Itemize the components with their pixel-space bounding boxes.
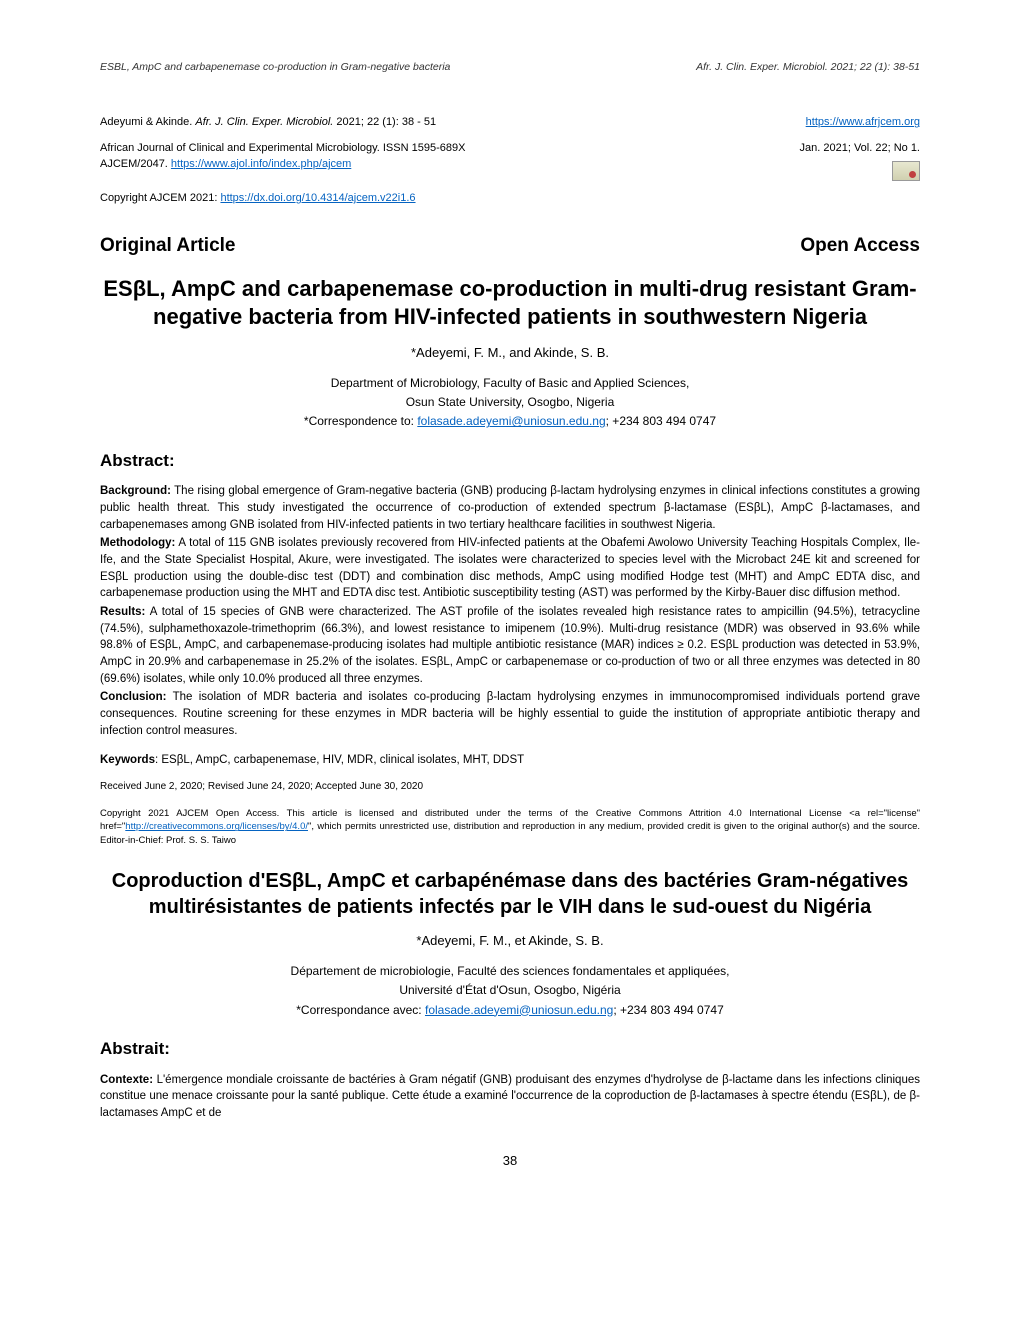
ajol-link[interactable]: https://www.ajol.info/index.php/ajcem bbox=[171, 158, 351, 170]
affiliation-line1: Department of Microbiology, Faculty of B… bbox=[100, 375, 920, 392]
methodology-text: A total of 115 GNB isolates previously r… bbox=[100, 537, 920, 599]
background-label: Background: bbox=[100, 485, 171, 497]
correspondence-label: *Correspondence to: bbox=[304, 414, 417, 428]
fr-correspondence-label: *Correspondance avec: bbox=[296, 1003, 425, 1017]
correspondence-phone: ; +234 803 494 0747 bbox=[606, 414, 716, 428]
keywords-line: Keywords: ESβL, AmpC, carbapenemase, HIV… bbox=[100, 752, 920, 769]
fr-correspondence-email-link[interactable]: folasade.adeyemi@uniosun.edu.ng bbox=[425, 1003, 613, 1017]
article-type-row: Original Article Open Access bbox=[100, 232, 920, 260]
abstract-background: Background: The rising global emergence … bbox=[100, 483, 920, 533]
french-contexte: Contexte: L'émergence mondiale croissant… bbox=[100, 1072, 920, 1122]
fr-contexte-label: Contexte: bbox=[100, 1074, 153, 1086]
french-authors: *Adeyemi, F. M., et Akinde, S. B. bbox=[100, 932, 920, 951]
keywords-text: : ESβL, AmpC, carbapenemase, HIV, MDR, c… bbox=[155, 754, 524, 766]
ajcem-id: AJCEM/2047. bbox=[100, 158, 171, 170]
header-right: Afr. J. Clin. Exper. Microbiol. 2021; 22… bbox=[696, 60, 920, 75]
results-label: Results: bbox=[100, 606, 145, 618]
conclusion-text: The isolation of MDR bacteria and isolat… bbox=[100, 691, 920, 736]
doi-link[interactable]: https://dx.doi.org/10.4314/ajcem.v22i1.6 bbox=[220, 192, 415, 204]
journal-name: African Journal of Clinical and Experime… bbox=[100, 141, 800, 157]
keywords-label: Keywords bbox=[100, 754, 155, 766]
page-number: 38 bbox=[100, 1152, 920, 1171]
correspondence: *Correspondence to: folasade.adeyemi@uni… bbox=[100, 413, 920, 430]
correspondence-email-link[interactable]: folasade.adeyemi@uniosun.edu.ng bbox=[417, 414, 605, 428]
french-title: Coproduction d'ESβL, AmpC et carbapénéma… bbox=[100, 868, 920, 920]
open-access-label: Open Access bbox=[800, 232, 920, 260]
citation-block: Adeyumi & Akinde. Afr. J. Clin. Exper. M… bbox=[100, 115, 920, 207]
journal-url-link[interactable]: https://www.afrjcem.org bbox=[806, 116, 920, 128]
fr-contexte-text: L'émergence mondiale croissante de bacté… bbox=[100, 1074, 920, 1119]
results-text: A total of 15 species of GNB were charac… bbox=[100, 606, 920, 685]
fr-correspondence-phone: ; +234 803 494 0747 bbox=[613, 1003, 723, 1017]
copyright-prefix: Copyright AJCEM 2021: bbox=[100, 192, 220, 204]
methodology-label: Methodology: bbox=[100, 537, 175, 549]
french-affiliation-line2: Université d'État d'Osun, Osogbo, Nigéri… bbox=[100, 982, 920, 999]
citation-suffix: 2021; 22 (1): 38 - 51 bbox=[333, 116, 436, 128]
header-left: ESBL, AmpC and carbapenemase co-producti… bbox=[100, 60, 450, 75]
abstract-methodology: Methodology: A total of 115 GNB isolates… bbox=[100, 535, 920, 602]
article-type: Original Article bbox=[100, 232, 236, 260]
french-correspondence: *Correspondance avec: folasade.adeyemi@u… bbox=[100, 1002, 920, 1019]
french-abstract-heading: Abstrait: bbox=[100, 1037, 920, 1062]
article-title: ESβL, AmpC and carbapenemase co-producti… bbox=[100, 275, 920, 332]
citation-journal: Afr. J. Clin. Exper. Microbiol. bbox=[195, 116, 333, 128]
issue-info: Jan. 2021; Vol. 22; No 1. bbox=[800, 141, 920, 157]
journal-badge-icon bbox=[892, 161, 920, 181]
license-statement: Copyright 2021 AJCEM Open Access. This a… bbox=[100, 807, 920, 848]
french-affiliation-line1: Département de microbiologie, Faculté de… bbox=[100, 963, 920, 980]
background-text: The rising global emergence of Gram-nega… bbox=[100, 485, 920, 530]
cc-license-link[interactable]: http://creativecommons.org/licenses/by/4… bbox=[125, 821, 308, 832]
conclusion-label: Conclusion: bbox=[100, 691, 166, 703]
citation-prefix: Adeyumi & Akinde. bbox=[100, 116, 195, 128]
article-dates: Received June 2, 2020; Revised June 24, … bbox=[100, 780, 920, 795]
abstract-results: Results: A total of 15 species of GNB we… bbox=[100, 604, 920, 687]
abstract-conclusion: Conclusion: The isolation of MDR bacteri… bbox=[100, 689, 920, 739]
running-header: ESBL, AmpC and carbapenemase co-producti… bbox=[100, 60, 920, 75]
abstract-heading: Abstract: bbox=[100, 449, 920, 474]
authors: *Adeyemi, F. M., and Akinde, S. B. bbox=[100, 344, 920, 363]
affiliation-line2: Osun State University, Osogbo, Nigeria bbox=[100, 394, 920, 411]
